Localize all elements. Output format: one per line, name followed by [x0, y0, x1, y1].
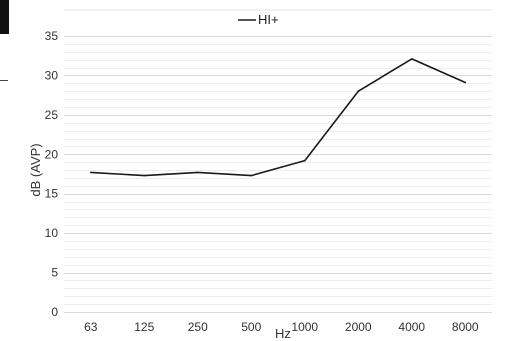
x-axis-ticks: 63 125 250 500 1000 2000 4000 8000 — [84, 320, 479, 334]
data-point — [143, 174, 146, 177]
y-axis-ticks: 0 5 10 15 20 25 30 35 — [45, 29, 59, 319]
y-tick-label: 0 — [51, 305, 58, 319]
y-tick-label: 15 — [45, 187, 59, 201]
data-point — [303, 159, 306, 162]
x-tick-label: 500 — [241, 320, 261, 334]
left-edge-bar — [0, 0, 9, 34]
data-point — [196, 171, 199, 174]
legend: HI+ — [238, 12, 279, 27]
series-line — [90, 58, 466, 177]
left-edge-mark — [0, 80, 8, 81]
legend-label: HI+ — [258, 12, 279, 27]
data-point — [464, 81, 467, 84]
x-axis-title: Hz — [275, 326, 291, 341]
y-tick-label: 25 — [45, 108, 59, 122]
x-tick-label: 2000 — [345, 320, 372, 334]
x-tick-label: 8000 — [452, 320, 479, 334]
data-point — [410, 58, 413, 60]
y-axis-title: dB (AVP) — [28, 143, 43, 196]
x-tick-label: 4000 — [398, 320, 425, 334]
x-tick-label: 63 — [84, 320, 98, 334]
data-point — [357, 90, 360, 92]
x-tick-label: 125 — [134, 320, 154, 334]
y-tick-label: 35 — [45, 29, 59, 43]
data-point — [89, 171, 92, 174]
grid-lines — [64, 36, 492, 313]
data-point — [250, 174, 253, 177]
y-tick-label: 30 — [45, 68, 59, 82]
y-tick-label: 10 — [45, 226, 59, 240]
y-tick-label: 20 — [45, 147, 59, 161]
x-tick-label: 250 — [188, 320, 208, 334]
y-tick-label: 5 — [51, 266, 58, 280]
x-tick-label: 1000 — [291, 320, 318, 334]
series-layer — [89, 58, 467, 177]
